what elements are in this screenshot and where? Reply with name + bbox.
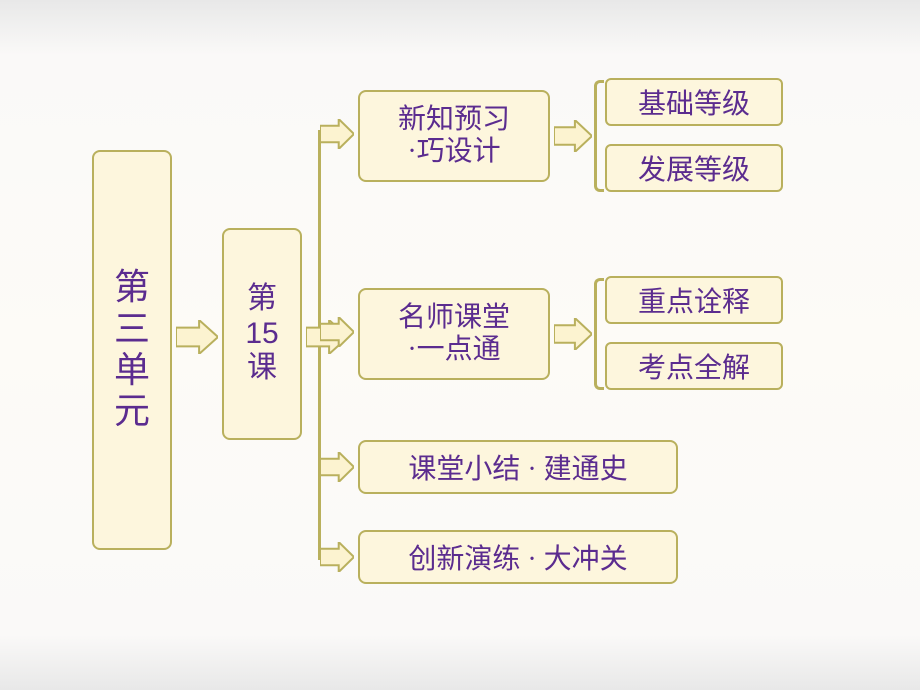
section-s3: 课堂小结 · 建通史 [358, 440, 678, 494]
arrow-4 [320, 452, 354, 482]
leaf-l3: 重点诠释 [605, 276, 783, 324]
section-s1: 新知预习·巧设计 [358, 90, 550, 182]
arrow-2 [320, 119, 354, 149]
bracket-1 [594, 278, 604, 390]
section-s2: 名师课堂·一点通 [358, 288, 550, 380]
arrow-6 [554, 120, 592, 152]
leaf-l1: 基础等级 [605, 78, 783, 126]
arrow-0 [176, 320, 218, 354]
arrow-5 [320, 542, 354, 572]
arrow-7 [554, 318, 592, 350]
section-s4: 创新演练 · 大冲关 [358, 530, 678, 584]
unit-box: 第三单元 [92, 150, 172, 550]
lesson-box: 第15课 [222, 228, 302, 440]
arrow-3 [320, 317, 354, 347]
leaf-l2: 发展等级 [605, 144, 783, 192]
leaf-l4: 考点全解 [605, 342, 783, 390]
bracket-0 [594, 80, 604, 192]
